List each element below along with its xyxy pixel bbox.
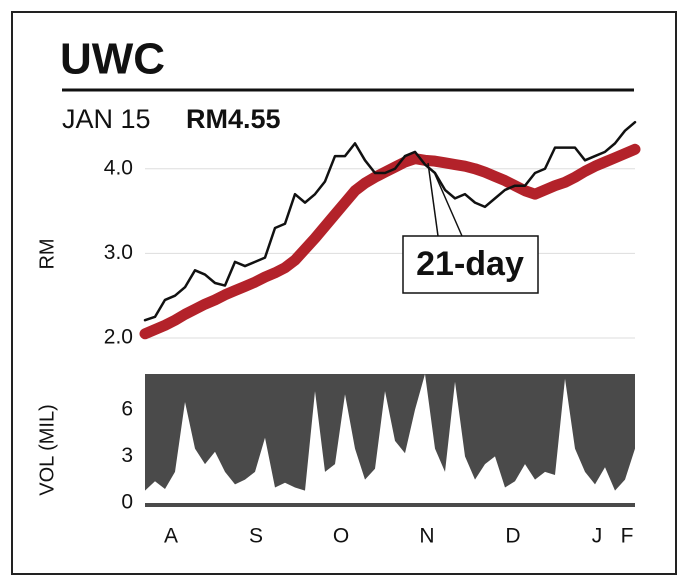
- frame: [11, 11, 677, 575]
- x-tick-label: O: [333, 525, 349, 548]
- chart-title: UWC: [60, 35, 165, 84]
- y-tick-label: 0: [121, 491, 133, 514]
- y-tick-label: 3: [121, 444, 133, 467]
- y-tick-label: 3.0: [104, 241, 133, 264]
- x-tick-label: A: [164, 525, 178, 548]
- x-tick-label: N: [419, 525, 434, 548]
- x-tick-label: F: [621, 525, 634, 548]
- baseline: [145, 503, 635, 507]
- y-tick-label: 4.0: [104, 156, 133, 179]
- line: [143, 120, 637, 322]
- y-axis-label: RM: [36, 238, 58, 269]
- y-tick-label: 2.0: [104, 326, 133, 349]
- plot: 2.0 3.0 4.0 21-day 0 3 6 A S O N D J F: [104, 120, 641, 548]
- annotation-leader: [433, 171, 463, 237]
- x-tick-label: S: [249, 525, 263, 548]
- x-tick-label: D: [505, 525, 520, 548]
- y-axis-label: VOL (MIL): [36, 404, 58, 496]
- annotation: 21-day: [416, 245, 524, 283]
- y-tick-label: 6: [121, 397, 133, 420]
- price-label: RM4.55: [186, 104, 281, 134]
- annotation-leader: [427, 162, 439, 237]
- annotation-box: [402, 235, 539, 294]
- date-label: JAN 15: [62, 104, 151, 134]
- x-tick-label: J: [592, 525, 603, 548]
- volume-area: [145, 374, 635, 503]
- line: [139, 143, 641, 340]
